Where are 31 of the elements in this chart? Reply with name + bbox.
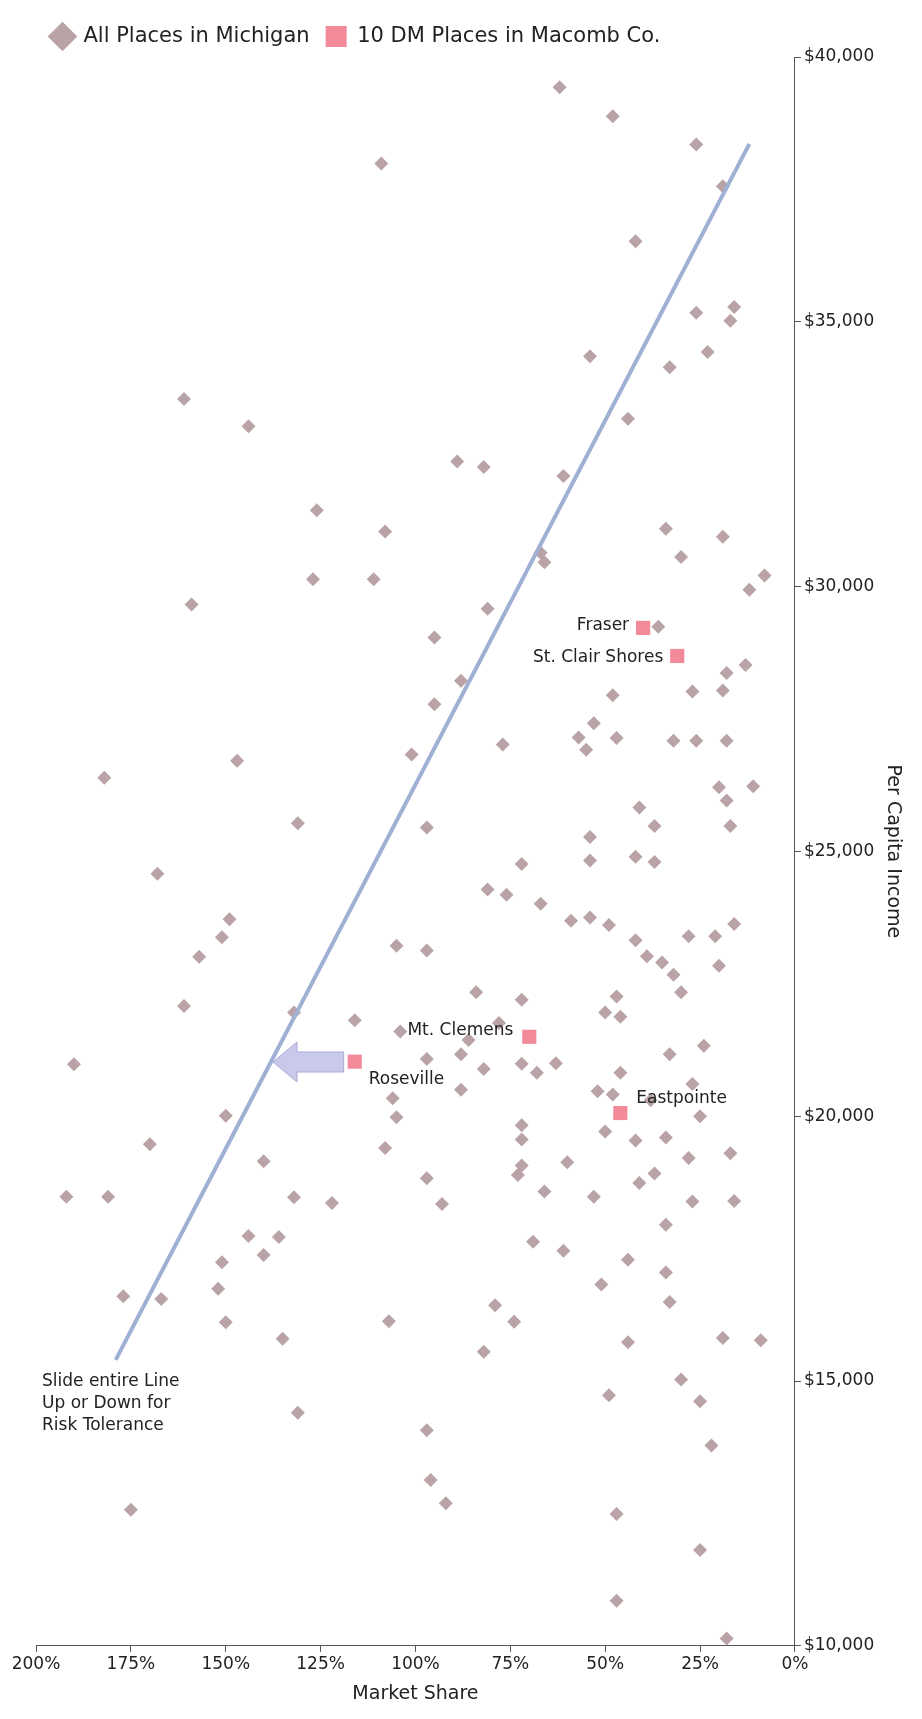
x-tick-label: 150% (201, 1653, 251, 1674)
x-tick-label: 50% (586, 1653, 625, 1674)
y-tick-label: $40,000 (803, 45, 875, 66)
x-tick-label: 25% (681, 1653, 719, 1674)
x-tick-label: 175% (106, 1653, 156, 1674)
legend-label: All Places in Michigan (83, 22, 310, 47)
point (522, 1029, 537, 1044)
y-tick-label: $30,000 (803, 575, 875, 596)
x-axis-title: Market Share (352, 1680, 479, 1703)
annotation: Fraser (576, 614, 630, 635)
annotation: St. Clair Shores (532, 646, 664, 667)
legend-label: 10 DM Places in Macomb Co. (357, 22, 661, 47)
y-tick-label: $15,000 (803, 1369, 875, 1390)
point (670, 648, 685, 664)
annotation: Mt. Clemens (407, 1019, 514, 1040)
x-tick-label: 75% (491, 1653, 530, 1674)
point (613, 1105, 628, 1121)
annotation: Eastpointe (636, 1087, 727, 1108)
x-tick-label: 0% (781, 1653, 809, 1674)
y-tick-label: $10,000 (803, 1634, 875, 1655)
point (636, 620, 651, 635)
x-tick-label: 100% (391, 1653, 440, 1674)
x-tick-label: 200% (11, 1653, 61, 1674)
annotation: Roseville (368, 1068, 445, 1089)
y-tick-label: $25,000 (803, 839, 875, 860)
y-tick-label: $20,000 (803, 1104, 875, 1125)
annotation: Slide entire Line Up or Down for Risk Tolerance (42, 1370, 180, 1435)
y-tick-label: $35,000 (803, 310, 875, 331)
point (347, 1054, 362, 1069)
x-tick-label: 125% (296, 1653, 345, 1674)
y-axis-title: Per Capita Income (883, 764, 906, 939)
